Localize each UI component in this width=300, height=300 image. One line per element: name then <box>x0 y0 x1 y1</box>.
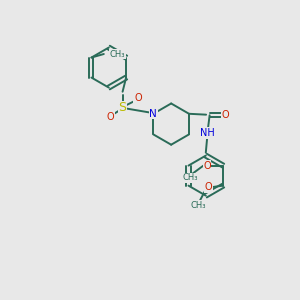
Text: O: O <box>203 160 211 171</box>
Text: N: N <box>149 109 157 119</box>
Text: CH₃: CH₃ <box>182 173 198 182</box>
Text: O: O <box>221 110 229 120</box>
Text: O: O <box>106 112 114 122</box>
Text: CH₃: CH₃ <box>110 50 125 58</box>
Text: CH₃: CH₃ <box>190 201 206 210</box>
Text: O: O <box>205 182 212 192</box>
Text: O: O <box>134 94 142 103</box>
Text: NH: NH <box>200 128 214 138</box>
Text: S: S <box>118 101 127 114</box>
